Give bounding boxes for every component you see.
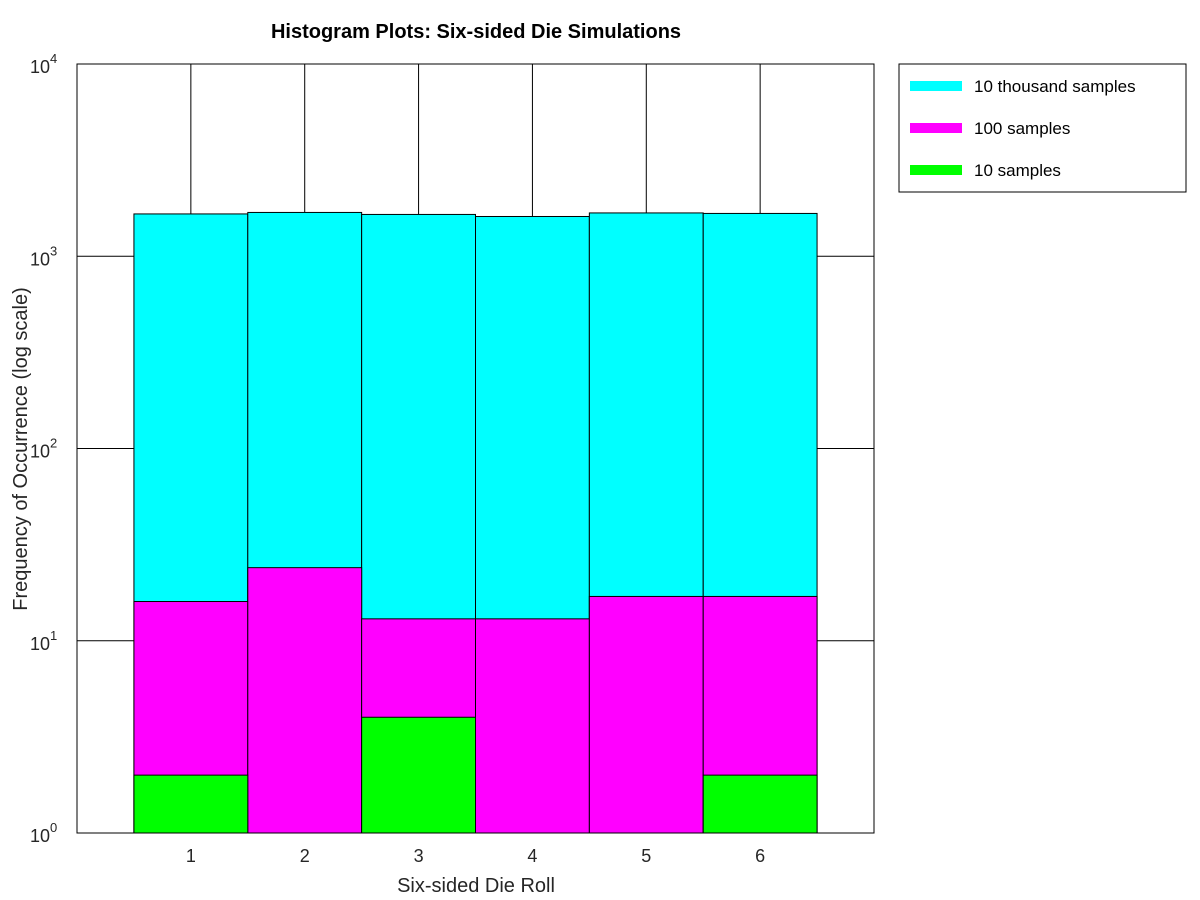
y-tick-label: 100 <box>30 820 57 846</box>
x-tick-label: 4 <box>527 846 537 866</box>
legend-entry-label: 10 thousand samples <box>974 77 1136 96</box>
chart-title: Histogram Plots: Six-sided Die Simulatio… <box>271 21 681 43</box>
y-tick-label: 101 <box>30 628 57 654</box>
bar <box>702 774 818 834</box>
y-tick-label: 104 <box>30 51 57 77</box>
legend-entry-label: 100 samples <box>974 119 1070 138</box>
bar <box>475 618 590 834</box>
plot-area: 1 2 3 4 5 6 100 101 102 103 104 <box>30 51 875 866</box>
x-tick-label: 2 <box>300 846 310 866</box>
y-tick-label: 102 <box>30 436 57 462</box>
legend-swatch <box>910 123 962 133</box>
bar <box>361 716 476 834</box>
y-axis-label: Frequency of Occurrence (log scale) <box>10 287 32 610</box>
x-tick-label: 5 <box>641 846 651 866</box>
x-tick-label: 3 <box>414 846 424 866</box>
x-tick-label: 1 <box>186 846 196 866</box>
legend: 10 thousand samples 100 samples 10 samples <box>898 63 1187 193</box>
x-axis-label: Six-sided Die Roll <box>397 875 555 897</box>
bar <box>588 595 704 834</box>
legend-entry-label: 10 samples <box>974 161 1061 180</box>
legend-swatch <box>910 81 962 91</box>
x-tick-label: 6 <box>755 846 765 866</box>
bar <box>133 774 249 834</box>
y-tick-label: 103 <box>30 243 57 269</box>
plot-frame <box>76 63 875 834</box>
legend-swatch <box>910 165 962 175</box>
bar <box>247 567 363 834</box>
